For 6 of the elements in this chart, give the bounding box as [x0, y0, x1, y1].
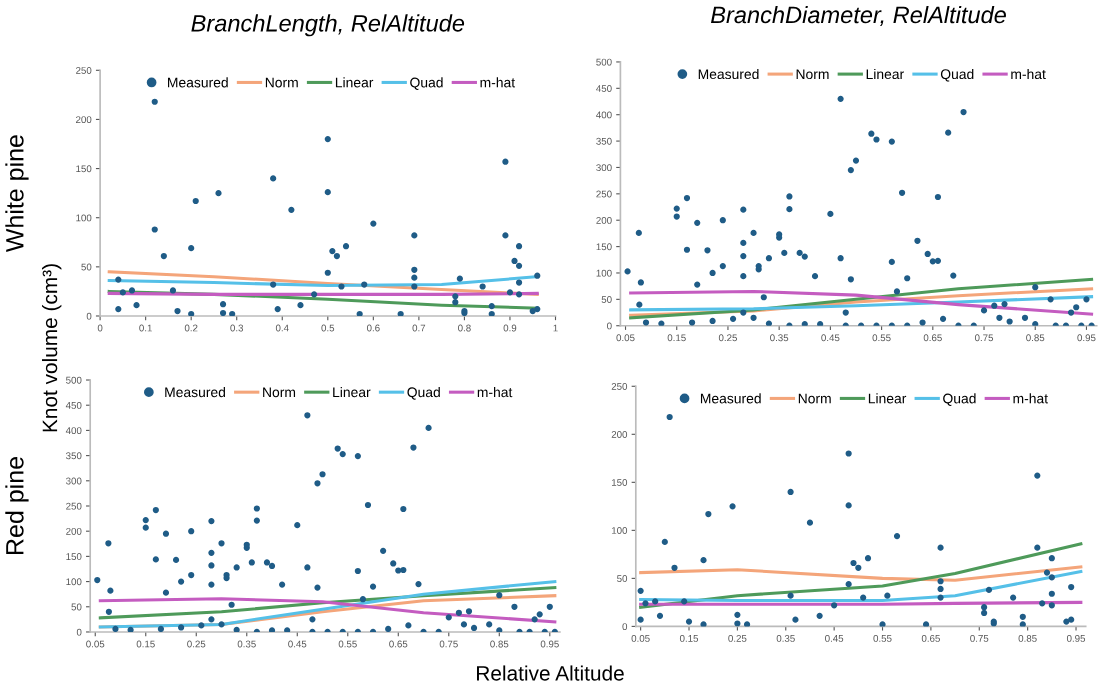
text: Knot volume (cm³)	[41, 264, 62, 432]
chart-title: BranchLength, RelAltitude	[191, 14, 465, 37]
y-axis-title: White pine	[5, 135, 29, 253]
chart-title: BranchDiameter, RelAltitude	[710, 5, 1006, 27]
y-axis-title: Red pine	[5, 457, 29, 554]
text: Relative Altitude	[477, 665, 624, 681]
